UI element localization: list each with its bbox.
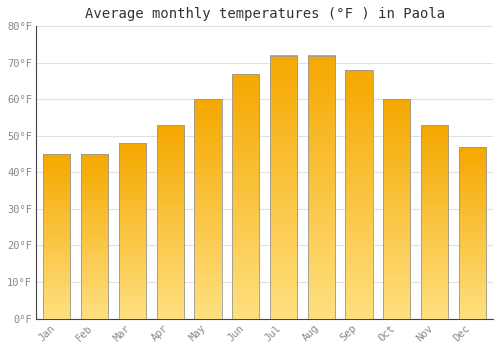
Title: Average monthly temperatures (°F ) in Paola: Average monthly temperatures (°F ) in Pa… xyxy=(84,7,444,21)
